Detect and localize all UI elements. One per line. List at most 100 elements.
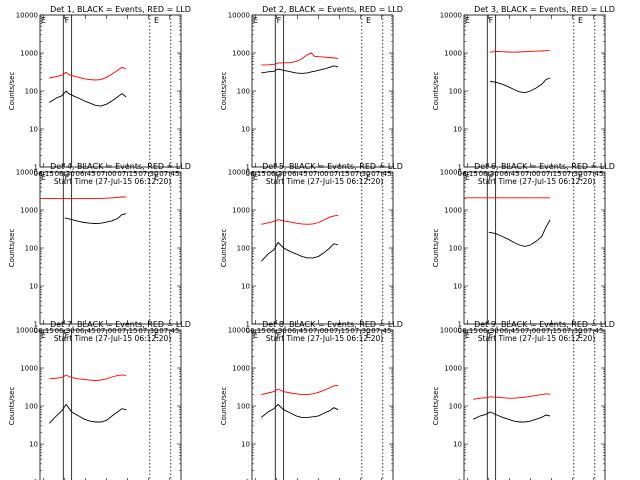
interval-marker-label: E: [253, 331, 258, 340]
chart-title: Det 9, BLACK = Events, RED = LLD: [474, 320, 615, 329]
y-tick-label: 10000: [228, 169, 250, 177]
interval-marker-label: E: [465, 331, 470, 340]
interval-marker-label: F: [65, 331, 70, 340]
y-tick-label: 1: [458, 479, 462, 480]
chart-title: Det 3, BLACK = Events, RED = LLD: [474, 5, 615, 14]
lld-series-line: [49, 374, 127, 381]
y-tick-label: 1000: [232, 207, 250, 215]
y-tick-label: 100: [237, 88, 250, 96]
events-series-line: [490, 77, 551, 94]
y-tick-label: 100: [25, 403, 38, 411]
y-tick-label: 10: [453, 441, 462, 449]
x-axis-label: Start Time (27-Jul-15 06:12:20): [266, 177, 383, 186]
y-tick-label: 100: [25, 245, 38, 253]
events-series-line: [261, 65, 339, 74]
chart-title: Det 4, BLACK = Events, RED = LLD: [50, 162, 191, 171]
interval-marker-label: E: [253, 16, 258, 25]
y-tick-label: 1: [34, 479, 38, 480]
y-axis-label: Counts/sec: [432, 72, 440, 111]
y-tick-label: 1: [34, 164, 38, 172]
y-tick-label: 100: [237, 245, 250, 253]
interval-marker-label: E: [465, 16, 470, 25]
events-series-line: [488, 219, 551, 247]
interval-marker-label: E: [41, 331, 46, 340]
interval-marker-label: F: [277, 16, 282, 25]
lld-series-line: [40, 196, 127, 200]
y-tick-label: 1: [246, 164, 250, 172]
chart-title: Det 5, BLACK = Events, RED = LLD: [262, 162, 403, 171]
lld-series-line: [49, 66, 127, 81]
y-tick-label: 100: [449, 403, 462, 411]
y-tick-label: 10000: [16, 169, 38, 177]
chart-title: Det 2, BLACK = Events, RED = LLD: [262, 5, 403, 14]
interval-marker-label: E: [154, 173, 159, 182]
chart-title: Det 1, BLACK = Events, RED = LLD: [50, 5, 191, 14]
lld-series-line: [490, 50, 551, 53]
interval-marker-label: F: [65, 16, 70, 25]
y-tick-label: 1000: [232, 50, 250, 58]
chart-panel: Det 3, BLACK = Events, RED = LLD 1 10 100 10…: [432, 5, 615, 186]
y-tick-label: 10000: [440, 169, 462, 177]
y-tick-label: 1000: [444, 50, 462, 58]
plot-frame: [251, 329, 394, 480]
y-tick-label: 10: [453, 126, 462, 134]
y-axis-label: Counts/sec: [8, 387, 16, 426]
interval-marker-label: E: [154, 16, 159, 25]
y-tick-label: 1: [458, 164, 462, 172]
chart-panel: Det 4, BLACK = Events, RED = LLD 1 10 100 10…: [8, 162, 191, 343]
y-tick-label: 1: [34, 321, 38, 329]
chart-panel: Det 7, BLACK = Events, RED = LLD 1 10 100 10…: [8, 320, 191, 480]
y-tick-label: 1: [458, 321, 462, 329]
y-tick-label: 10: [29, 126, 38, 134]
y-tick-label: 10000: [16, 12, 38, 20]
plot-frame: [251, 171, 394, 325]
y-tick-label: 100: [237, 403, 250, 411]
interval-marker-label: F: [277, 331, 282, 340]
interval-marker-label: E: [366, 331, 371, 340]
x-axis-label: Start Time (27-Jul-15 06:12:20): [54, 177, 171, 186]
y-axis-label: Counts/sec: [220, 387, 228, 426]
interval-marker-label: E: [578, 173, 583, 182]
y-tick-label: 1000: [232, 365, 250, 373]
y-axis-label: Counts/sec: [432, 387, 440, 426]
y-tick-label: 1000: [444, 365, 462, 373]
interval-marker-label: F: [489, 173, 494, 182]
y-tick-label: 1000: [20, 50, 38, 58]
interval-marker-label: E: [253, 173, 258, 182]
interval-marker-label: E: [366, 16, 371, 25]
interval-marker-label: E: [41, 173, 46, 182]
x-axis-label: Start Time (27-Jul-15 06:12:20): [266, 334, 383, 343]
y-tick-label: 10000: [228, 12, 250, 20]
interval-marker-label: F: [277, 173, 282, 182]
chart-panel: Det 5, BLACK = Events, RED = LLD 1 10 100 10…: [220, 162, 403, 343]
chart-panel: Det 2, BLACK = Events, RED = LLD 1 10 100 10…: [220, 5, 403, 186]
y-tick-label: 10000: [228, 327, 250, 335]
plot-frame: [463, 14, 606, 168]
interval-marker-label: E: [41, 16, 46, 25]
plot-frame: [39, 329, 182, 480]
lld-series-line: [473, 393, 551, 400]
y-tick-label: 10: [29, 283, 38, 291]
events-series-line: [48, 403, 127, 424]
plot-frame: [251, 14, 394, 168]
events-series-line: [49, 90, 127, 107]
plot-frame: [463, 329, 606, 480]
chart-title: Det 6, BLACK = Events, RED = LLD: [474, 162, 615, 171]
y-tick-label: 10: [241, 283, 250, 291]
lld-series-line: [261, 52, 339, 66]
y-tick-label: 10000: [440, 327, 462, 335]
chart-title: Det 8, BLACK = Events, RED = LLD: [262, 320, 403, 329]
chart-panel: Det 8, BLACK = Events, RED = LLD 1 10 100 10…: [220, 320, 403, 480]
y-tick-label: 10: [241, 126, 250, 134]
y-tick-label: 1: [246, 479, 250, 480]
interval-marker-label: F: [489, 331, 494, 340]
lld-series-line: [261, 214, 339, 225]
events-series-line: [260, 241, 339, 262]
events-series-line: [261, 403, 339, 418]
y-tick-label: 1000: [20, 207, 38, 215]
y-tick-label: 10: [29, 441, 38, 449]
chart-panel: Det 6, BLACK = Events, RED = LLD 1 10 100 10…: [432, 162, 615, 343]
y-tick-label: 10000: [440, 12, 462, 20]
y-axis-label: Counts/sec: [8, 72, 16, 111]
